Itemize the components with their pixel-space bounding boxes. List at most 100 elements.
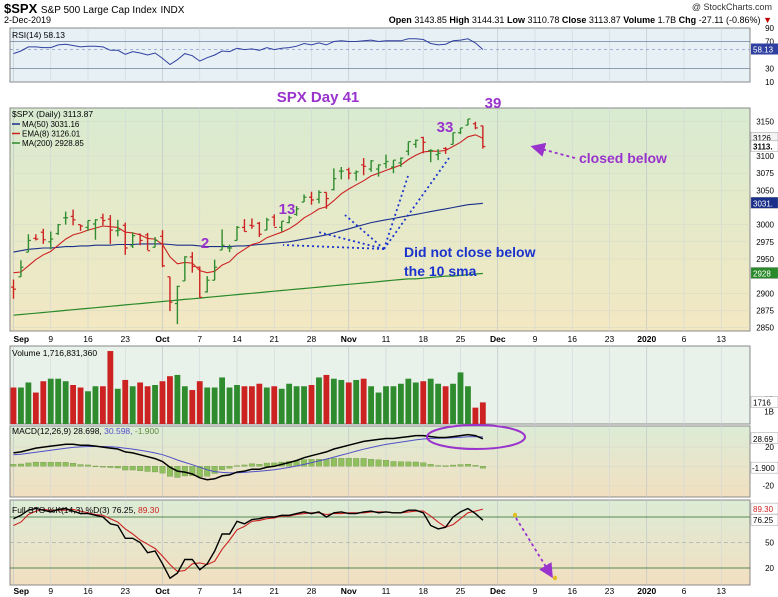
volume-bar bbox=[47, 378, 54, 424]
sma-pointer-line bbox=[344, 214, 385, 250]
x-tick-label: Sep bbox=[14, 334, 30, 344]
volume-bar bbox=[330, 378, 337, 424]
x-tick-label: 23 bbox=[605, 334, 615, 344]
macd-histogram-bar bbox=[353, 458, 360, 467]
closed-below-arrow bbox=[530, 142, 576, 159]
macd-signal-line bbox=[13, 436, 483, 474]
price-tick-label: 2850 bbox=[756, 324, 774, 333]
macd-histogram-bar bbox=[338, 458, 345, 467]
x-tick-label: 28 bbox=[307, 334, 317, 344]
macd-tick-label: 20 bbox=[765, 443, 774, 452]
x-tick-label: 14 bbox=[232, 334, 242, 344]
sto-projection-start bbox=[512, 512, 518, 518]
macd-histogram-bar bbox=[464, 464, 471, 467]
x-tick-label: 16 bbox=[83, 334, 93, 344]
x-tick-label: 16 bbox=[83, 586, 93, 596]
macd-histogram-bar bbox=[152, 466, 158, 473]
x-tick-label: 21 bbox=[270, 334, 280, 344]
low-value: 3110.78 bbox=[527, 15, 560, 25]
macd-legend-part: 30.598, bbox=[104, 426, 135, 436]
volume-bar bbox=[465, 386, 471, 424]
macd-histogram-bar bbox=[144, 466, 151, 472]
macd-histogram-bar bbox=[107, 466, 114, 468]
volume-bar bbox=[241, 386, 248, 424]
x-tick-label: 2020 bbox=[637, 334, 656, 344]
volume-bar bbox=[375, 392, 382, 424]
volume-bar bbox=[360, 378, 367, 424]
x-tick-label: 18 bbox=[419, 334, 429, 344]
ma200-line bbox=[13, 272, 483, 316]
volume-bar bbox=[383, 386, 389, 424]
macd-hist-last-label: -1.900 bbox=[752, 464, 775, 473]
macd-histogram-bar bbox=[390, 461, 397, 467]
x-tick-label: 23 bbox=[121, 334, 131, 344]
volume-bar bbox=[420, 381, 427, 424]
macd-histogram-bar bbox=[25, 462, 32, 467]
macd-histogram-bar bbox=[442, 465, 449, 467]
x-tick-label: 9 bbox=[48, 586, 53, 596]
x-tick-label: Nov bbox=[341, 334, 357, 344]
volume-last-box bbox=[750, 396, 778, 408]
volume-bar bbox=[92, 386, 99, 424]
high-label: High bbox=[449, 15, 470, 25]
x-tick-label: 13 bbox=[717, 334, 727, 344]
x-tick-label: 6 bbox=[682, 586, 687, 596]
macd-histogram-bar bbox=[405, 461, 412, 467]
x-tick-label: Dec bbox=[490, 334, 506, 344]
sma-pointer-line bbox=[282, 244, 385, 250]
x-tick-label: 13 bbox=[717, 586, 727, 596]
price-tick-label: 2975 bbox=[756, 238, 774, 247]
symbol: $SPX bbox=[4, 1, 38, 16]
macd-histogram-bar bbox=[114, 466, 121, 469]
volume-bar bbox=[286, 383, 293, 424]
price-legend-item: MA(200) 2928.85 bbox=[22, 139, 84, 148]
volume-bar bbox=[204, 387, 211, 424]
sto-d-line bbox=[13, 508, 484, 572]
sto-legend-part: 76.25, bbox=[112, 505, 138, 515]
volume-bar bbox=[85, 391, 91, 424]
volume-bar bbox=[249, 386, 255, 424]
x-tick-label: 21 bbox=[270, 586, 280, 596]
volume-bar bbox=[405, 378, 412, 424]
volume-bar bbox=[412, 382, 419, 424]
macd-histogram-bar bbox=[360, 458, 367, 467]
x-tick-label: 28 bbox=[307, 586, 317, 596]
macd-histogram-bar bbox=[248, 463, 255, 467]
volume-bar bbox=[122, 379, 129, 424]
open-value: 3143.85 bbox=[414, 15, 447, 25]
price-tick-label: 3000 bbox=[756, 221, 774, 230]
macd-histogram-bar bbox=[85, 464, 91, 467]
macd-histogram-bar bbox=[129, 466, 136, 471]
macd-legend-part: -1.900 bbox=[135, 426, 159, 436]
annotation-day-13: 13 bbox=[279, 201, 296, 218]
rsi-tick-label: 30 bbox=[765, 65, 774, 74]
sto-tick-label: 50 bbox=[765, 539, 774, 548]
sto-projection-arrow bbox=[515, 517, 553, 579]
annotation-did-not-close: Did not close below bbox=[404, 244, 536, 260]
sto-k-line bbox=[13, 507, 484, 580]
volume-bar bbox=[181, 386, 188, 424]
volume-legend: Volume 1,716,831,360 bbox=[12, 348, 97, 358]
volume-bar bbox=[226, 387, 233, 424]
macd-histogram-bar bbox=[122, 466, 129, 471]
sto-legend: Full STO %K(14,3) %D(3) 76.25, 89.30 bbox=[12, 505, 160, 515]
x-tick-label: 18 bbox=[419, 586, 429, 596]
annotation-title: SPX Day 41 bbox=[277, 89, 360, 106]
volume-bar bbox=[435, 383, 442, 424]
volume-bar bbox=[398, 383, 404, 424]
price-last-label: 3031. bbox=[753, 199, 773, 208]
volume-bar bbox=[107, 351, 114, 424]
x-tick-label: 9 bbox=[533, 334, 538, 344]
volume-bar bbox=[25, 382, 32, 424]
sma-pointer-line bbox=[317, 231, 385, 250]
rsi-series-line bbox=[13, 38, 484, 66]
macd-histogram-bar bbox=[427, 464, 434, 467]
close-value: 3113.87 bbox=[588, 15, 621, 25]
volume-bar bbox=[442, 386, 449, 424]
macd-last-box bbox=[750, 432, 778, 444]
macd-histogram-bar bbox=[137, 466, 144, 471]
x-tick-label: 14 bbox=[232, 586, 242, 596]
volume-bar bbox=[323, 374, 330, 424]
price-last-box bbox=[750, 267, 778, 279]
brand-label: @ StockCharts.com bbox=[691, 2, 772, 12]
